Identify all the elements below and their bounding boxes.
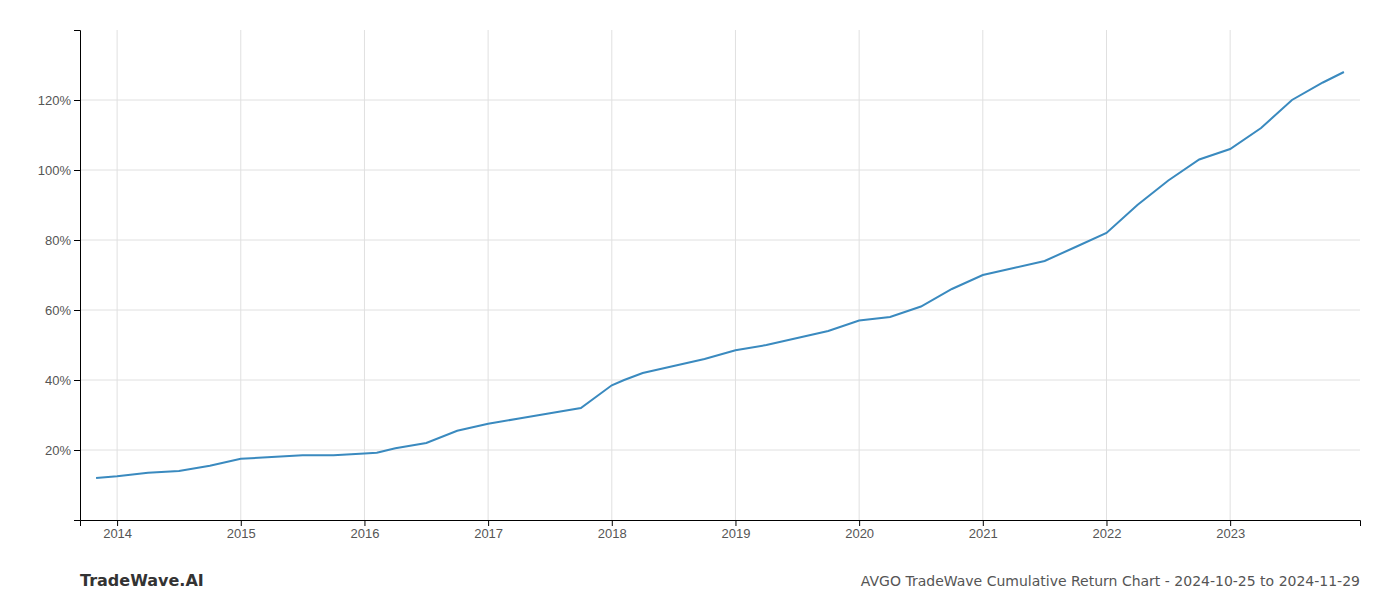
grid-line [1106,30,1107,520]
axis-line [81,521,1361,527]
y-axis: 20% 40% 60% 80% 100% 120% [38,31,81,521]
tick-label: 2021 [969,526,998,541]
tick-label: 60% [45,303,71,318]
tick-mark [1230,520,1231,526]
tick-mark [364,520,365,526]
tick-label: 120% [38,93,72,108]
chart: 2014 2015 2016 2017 2018 2019 2020 2021 2022 2023… [0,0,1400,600]
grid-line [735,30,736,520]
tick-label: 2018 [598,526,627,541]
grid-line [1230,30,1231,520]
tick-label: 2019 [721,526,750,541]
title: AVGO TradeWave Cumulative Return Chart -… [861,573,1360,589]
tick-label: 2023 [1216,526,1245,541]
grid-line [611,30,612,520]
tick: 100% [38,163,80,178]
tick-label: 2014 [103,526,132,541]
grid-line [80,170,1360,171]
tick: 80% [45,233,80,248]
grid-line [80,450,1360,451]
tick-label: 2020 [845,526,874,541]
grid-line [488,30,489,520]
tick-mark [241,520,242,526]
tick: 20% [45,443,80,458]
tick-label: 2016 [350,526,379,541]
watermark: TradeWave.AI [80,571,204,590]
tick: 2019 [721,520,750,541]
grid-line [80,310,1360,311]
grid-line [364,30,365,520]
tick-mark [74,170,80,171]
tick-mark [488,520,489,526]
tick-mark [859,520,860,526]
tick: 2018 [598,520,627,541]
grid-line [80,240,1360,241]
tick-mark [74,240,80,241]
tick-mark [74,100,80,101]
tick: 2017 [474,520,503,541]
tick: 2021 [969,520,998,541]
plot: 2014 2015 2016 2017 2018 2019 2020 2021 2022 2023… [38,30,1361,541]
grid-line [80,100,1360,101]
tick-label: 80% [45,233,71,248]
tick-label: 2017 [474,526,503,541]
line [96,72,1344,478]
grid [80,30,1360,520]
tick: 2020 [845,520,874,541]
tick-mark [1106,520,1107,526]
tick: 120% [38,93,80,108]
tick-mark [74,450,80,451]
tick-label: 2015 [227,526,256,541]
tick: 60% [45,303,80,318]
tick: 2022 [1093,520,1122,541]
tick-mark [74,310,80,311]
grid-line [117,30,118,520]
marks [96,72,1344,478]
grid-line [859,30,860,520]
tick: 40% [45,373,80,388]
tick: 2014 [103,520,132,541]
tick-mark [735,520,736,526]
tick-label: 100% [38,163,72,178]
tick: 2023 [1216,520,1245,541]
tick-mark [74,380,80,381]
tick: 2016 [350,520,379,541]
tick-mark [983,520,984,526]
grid-line [240,30,241,520]
tick: 2015 [227,520,256,541]
tick-mark [612,520,613,526]
axis-line [74,31,81,521]
tick-label: 20% [45,443,71,458]
tick-mark [117,520,118,526]
tick-label: 40% [45,373,71,388]
grid-line [80,380,1360,381]
x-axis: 2014 2015 2016 2017 2018 2019 2020 2021 2022 2023 [81,520,1361,541]
tick-label: 2022 [1093,526,1122,541]
